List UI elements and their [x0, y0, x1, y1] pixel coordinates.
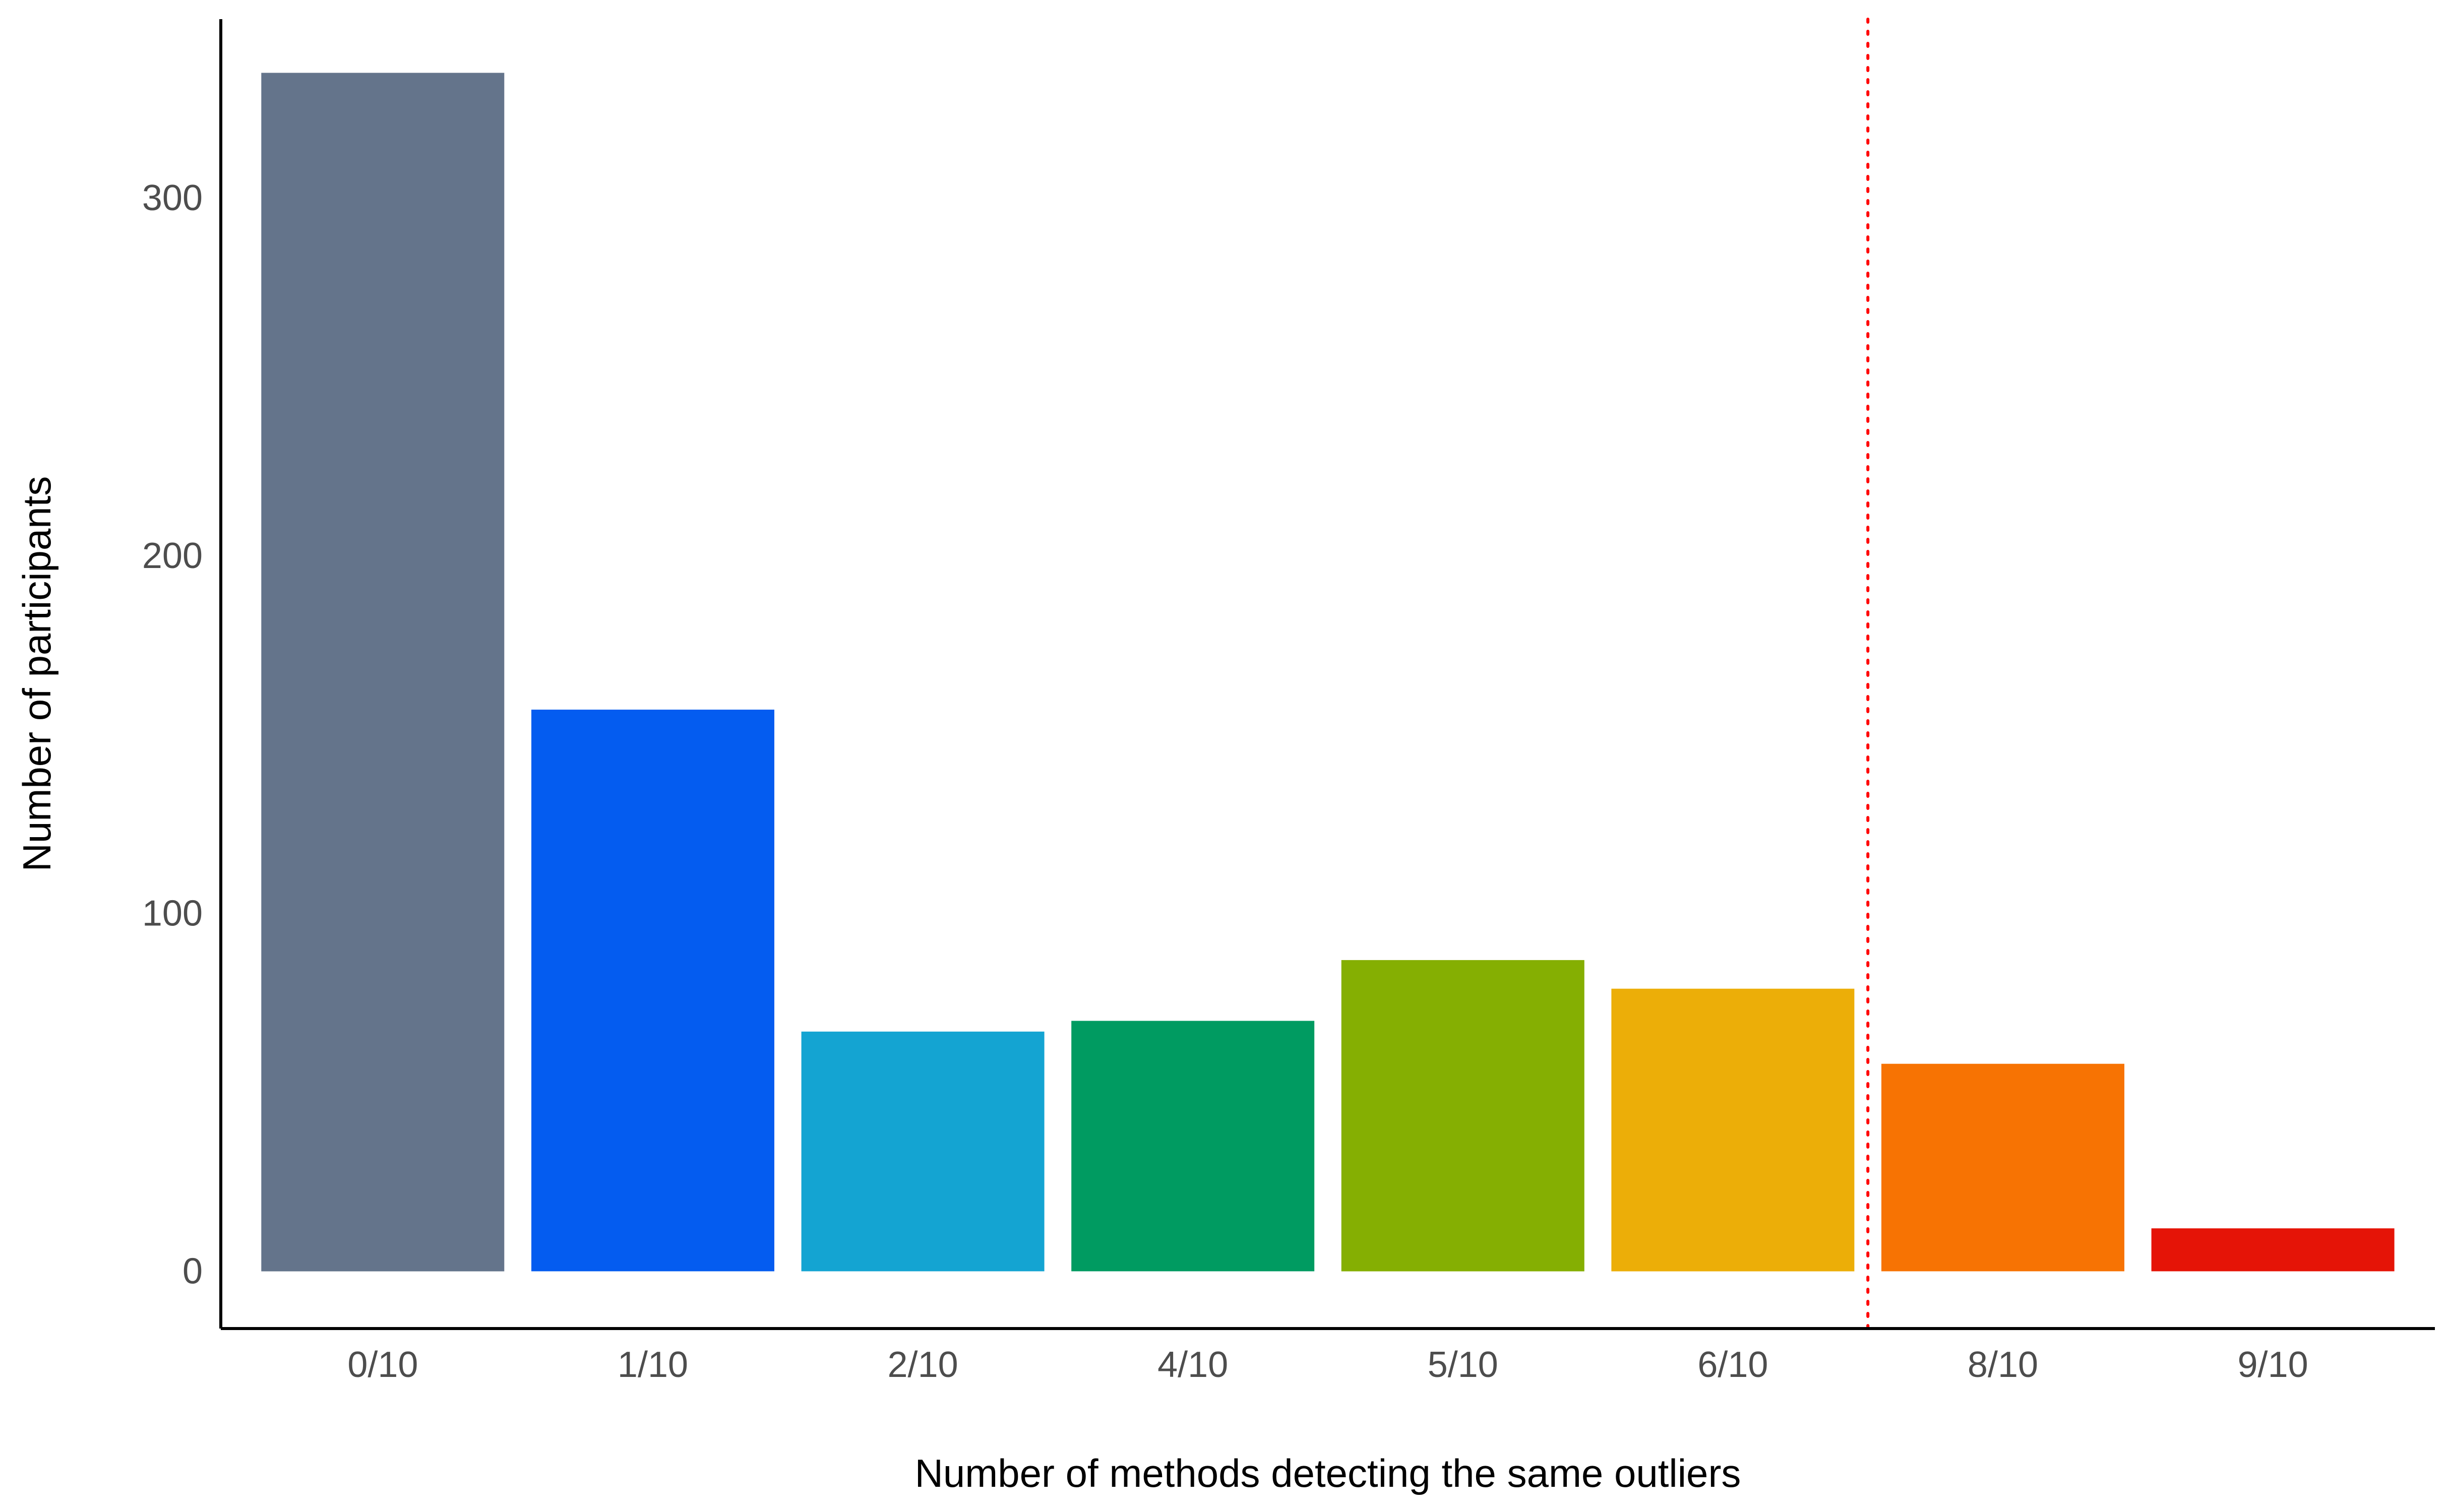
- x-tick-label: 5/10: [1428, 1345, 1498, 1385]
- x-tick-label: 4/10: [1157, 1345, 1228, 1385]
- bars: [261, 73, 2395, 1272]
- bar-2-of-10: [801, 1031, 1045, 1272]
- y-tick-labels: 0 100 200 300: [142, 178, 203, 1291]
- y-tick-label: 0: [182, 1251, 203, 1291]
- y-axis-title: Number of participants: [15, 476, 59, 872]
- x-tick-label: 1/10: [618, 1345, 688, 1385]
- x-tick-label: 9/10: [2238, 1345, 2308, 1385]
- bar-0-of-10: [261, 73, 505, 1272]
- x-tick-label: 8/10: [1968, 1345, 2038, 1385]
- bar-1-of-10: [531, 710, 774, 1272]
- x-tick-label: 2/10: [888, 1345, 958, 1385]
- bar-6-of-10: [1611, 988, 1855, 1272]
- axes: [219, 19, 2435, 1330]
- y-tick-label: 100: [142, 894, 203, 934]
- y-tick-label: 300: [142, 178, 203, 218]
- x-tick-label: 6/10: [1697, 1345, 1768, 1385]
- bar-5-of-10: [1341, 960, 1584, 1272]
- y-tick-label: 200: [142, 536, 203, 576]
- bar-4-of-10: [1071, 1021, 1315, 1272]
- bar-9-of-10: [2151, 1228, 2395, 1272]
- x-tick-label: 0/10: [347, 1345, 418, 1385]
- x-tick-labels: 0/10 1/10 2/10 4/10 5/10 6/10 8/10 9/10: [347, 1345, 2308, 1385]
- x-axis-title: Number of methods detecting the same out…: [915, 1451, 1741, 1495]
- bar-8-of-10: [1881, 1063, 2124, 1272]
